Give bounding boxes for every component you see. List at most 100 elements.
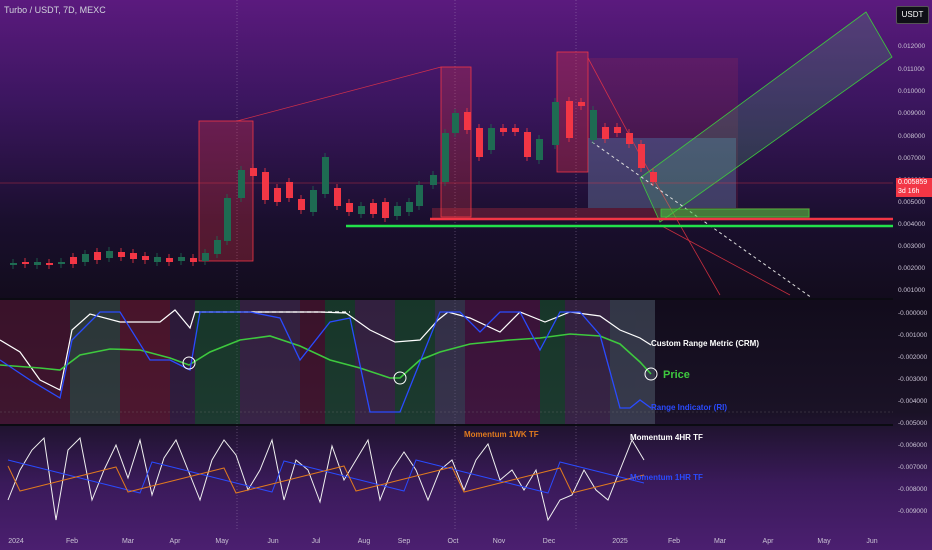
candle-body [476,128,483,157]
crm-band [465,300,540,424]
range-indicator-line [0,311,652,413]
pane-divider-lower[interactable] [0,424,893,426]
candle-body [118,252,125,257]
axis-tick-label: -0.001000 [898,332,928,339]
candle-body [46,263,53,265]
candle-body [94,252,101,260]
time-tick-label: 2025 [612,538,628,545]
axis-tick-label: 0.002000 [898,265,925,272]
candle-body [358,206,365,214]
crm-band [610,300,655,424]
trend-line [236,66,442,122]
time-tick-label: Jun [267,538,278,545]
candles-group[interactable] [10,97,657,269]
current-price-tag: 0.005859 3d 16h [896,178,932,197]
candle-body [142,256,149,260]
axis-tick-label: 0.008000 [898,133,925,140]
candle-body [394,206,401,216]
momentum-4hr-line [7,436,645,522]
candle-body [650,172,657,182]
crm-band [120,300,170,424]
time-tick-label: Apr [763,538,775,545]
candle-body [286,182,293,198]
price-axis[interactable]: 0.0130000.0120000.0110000.0100000.009000… [898,10,925,294]
crm-band [355,300,395,424]
time-axis[interactable]: 2024 Feb Mar Apr May Jun Jul Aug Sep Oct Nov Dec 202… [8,538,878,545]
candle-body [334,188,341,206]
candle-body [590,110,597,140]
candle-body [34,262,41,265]
projection-channel [591,11,893,299]
candle-body [224,198,231,241]
resistance-zone [432,208,810,218]
axis-tick-label: 0.010000 [898,88,925,95]
candle-body [626,133,633,144]
momentum-axis[interactable]: -0.006000 -0.007000 -0.008000 -0.009000 [898,442,928,515]
target-bar [660,208,810,218]
signal-circle [182,356,196,370]
axis-tick-label: -0.007000 [898,464,928,471]
momentum-1wk-line [7,465,645,494]
candle-body [154,257,161,262]
axis-tick-label: 0.009000 [898,110,925,117]
axis-tick-label: -0.009000 [898,508,928,515]
crm-band [195,300,240,424]
candle-body [370,203,377,214]
candle-body [452,113,459,133]
crm-axis[interactable]: -0.000000 -0.001000 -0.002000 -0.003000 -0.0… [898,310,928,427]
crm-band [300,300,325,424]
candle-body [406,202,413,212]
momentum-1d-line [7,459,645,494]
symbol-title: Turbo / USDT, 7D, MEXC [4,5,106,15]
candle-body [524,132,531,157]
candle-body [106,251,113,258]
crm-band [435,300,465,424]
momentum-4hr-label: Momentum 4HR TF [630,433,703,442]
ri-label: Range Indicator (RI) [651,403,727,412]
candle-body [382,202,389,218]
candle-body [130,253,137,259]
time-tick-label: Mar [122,538,135,545]
candle-body [22,262,29,264]
candle-body [238,170,245,198]
pane-divider-upper[interactable] [0,298,893,300]
candle-body [10,263,17,265]
candle-body [638,144,645,168]
axis-tick-label: 0.004000 [898,221,925,228]
price-label: Price [663,369,690,381]
crm-band [70,300,120,424]
axis-tick-label: -0.005000 [898,420,928,427]
signal-circle [644,367,658,381]
time-tick-label: Feb [668,538,680,545]
time-tick-label: Jun [866,538,877,545]
time-tick-label: Apr [170,538,182,545]
target-zone-lower [588,138,736,208]
axis-tick-label: -0.006000 [898,442,928,449]
candle-body [274,188,281,202]
axis-tick-label: 0.011000 [898,66,925,73]
time-tick-label: May [215,538,229,545]
candle-body [536,139,543,160]
time-tick-label: May [817,538,831,545]
time-tick-label: Jul [312,538,321,545]
time-tick-label: Nov [493,538,506,545]
time-tick-label: Dec [543,538,556,545]
currency-button[interactable]: USDT [896,6,929,24]
crm-band [540,300,565,424]
range-boxes [198,51,810,262]
candle-body [166,258,173,262]
axis-tick-label: 0.001000 [898,287,925,294]
time-tick-label: Oct [448,538,459,545]
axis-tick-label: -0.004000 [898,398,928,405]
price-indicator-line [0,333,652,379]
candle-body [552,102,559,145]
candle-body [214,240,221,254]
crm-label: Custom Range Metric (CRM) [651,339,759,348]
momentum-1d-label: Momentum 1HR TF [630,473,703,482]
candle-body [416,185,423,206]
candle-body [58,262,65,264]
axis-tick-label: -0.008000 [898,486,928,493]
axis-tick-label: 0.005000 [898,199,925,206]
